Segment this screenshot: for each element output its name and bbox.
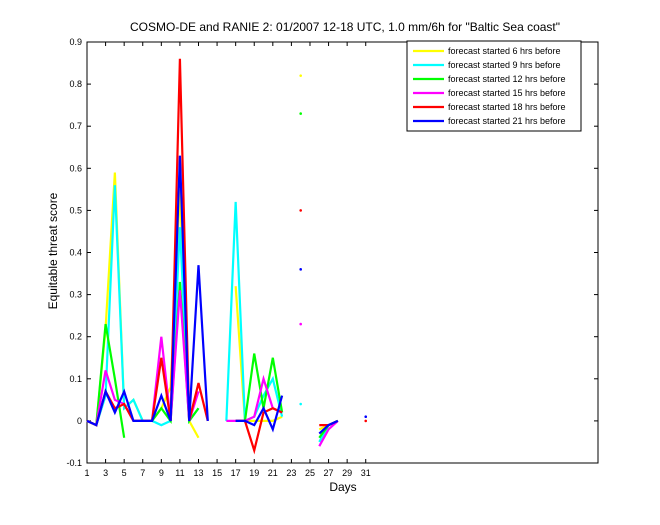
series-line: [318, 419, 339, 435]
x-tick-label: 13: [193, 468, 203, 478]
x-tick-label: 1: [84, 468, 89, 478]
x-tick-label: 25: [305, 468, 315, 478]
y-tick-label: 0.5: [69, 205, 82, 215]
x-tick-label: 27: [324, 468, 334, 478]
y-tick-label: 0.9: [69, 37, 82, 47]
x-tick-label: 5: [122, 468, 127, 478]
x-tick-label: 3: [103, 468, 108, 478]
x-tick-label: 15: [212, 468, 222, 478]
y-tick-label: 0.6: [69, 163, 82, 173]
x-tick-label: 9: [159, 468, 164, 478]
series-point: [299, 209, 302, 212]
x-tick-label: 11: [175, 468, 184, 478]
y-tick-label: -0.1: [66, 458, 82, 468]
legend-box: [406, 40, 582, 132]
y-tick-label: 0.1: [69, 374, 82, 384]
y-axis-label: Equitable threat score: [46, 192, 60, 309]
legend-label: forecast started 6 hrs before: [448, 46, 561, 56]
series-point: [299, 74, 302, 77]
x-tick-label: 23: [286, 468, 296, 478]
series-point: [299, 402, 302, 406]
chart-title: COSMO-DE and RANIE 2: 01/2007 12-18 UTC,…: [130, 20, 560, 34]
x-tick-label: 31: [361, 468, 371, 478]
y-tick-label: 0.4: [69, 248, 82, 258]
y-tick-label: 0.8: [69, 79, 82, 89]
series-point: [364, 419, 368, 423]
series-line: [318, 420, 339, 447]
x-tick-label: 19: [249, 468, 259, 478]
x-axis-label: Days: [329, 480, 356, 494]
y-tick-label: 0.2: [69, 332, 82, 342]
legend-label: forecast started 15 hrs before: [448, 88, 566, 98]
series-point: [299, 268, 302, 271]
series-point: [364, 415, 368, 418]
legend: forecast started 6 hrs before forecast st…: [406, 40, 582, 132]
series-line: [235, 395, 284, 433]
legend-label: forecast started 21 hrs before: [448, 116, 566, 126]
axis-ticks: 1 3 5 7 9 11 13 15 17 19 21 23 25 27 29 31-0.100.10.20.…: [66, 37, 598, 478]
y-tick-label: 0: [77, 416, 82, 426]
legend-label: forecast started 9 hrs before: [448, 60, 561, 70]
series-point: [299, 322, 302, 326]
legend-label: forecast started 12 hrs before: [448, 74, 566, 84]
y-tick-label: 0.3: [69, 290, 82, 300]
series-layer: [86, 58, 368, 455]
x-tick-label: 17: [231, 468, 241, 478]
series-point: [299, 112, 302, 115]
x-tick-label: 29: [342, 468, 352, 478]
legend-label: forecast started 18 hrs before: [448, 102, 566, 112]
series-line: [86, 155, 209, 427]
y-tick-label: 0.7: [69, 121, 82, 131]
series-6: [86, 155, 368, 435]
x-tick-label: 21: [268, 468, 278, 478]
x-tick-label: 7: [140, 468, 145, 478]
